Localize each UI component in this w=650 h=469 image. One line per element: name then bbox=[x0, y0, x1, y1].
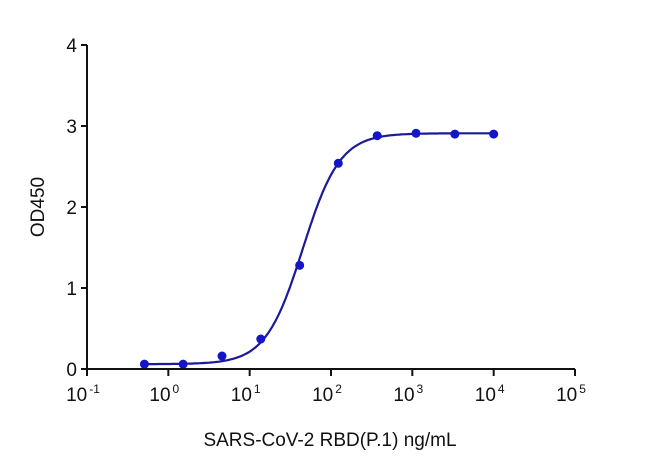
data-point-marker bbox=[411, 128, 421, 138]
x-tick-label: 10 2 bbox=[312, 382, 342, 406]
data-point-marker bbox=[139, 359, 149, 369]
x-axis-title: SARS-CoV-2 RBD(P.1) ng/mL bbox=[203, 430, 456, 451]
data-points bbox=[139, 128, 499, 369]
fit-curve bbox=[144, 132, 494, 366]
x-tick-label: 10 5 bbox=[556, 382, 586, 406]
data-point-marker bbox=[372, 131, 382, 141]
y-axis-title: OD450 bbox=[28, 177, 49, 237]
x-tick-label: 10 0 bbox=[149, 382, 179, 406]
data-point-marker bbox=[450, 129, 460, 139]
data-point-marker bbox=[256, 334, 266, 344]
x-tick-label: 10 1 bbox=[231, 382, 261, 406]
y-tick-label: 3 bbox=[66, 117, 77, 138]
x-tick-label: 10 3 bbox=[393, 382, 423, 406]
data-point-marker bbox=[489, 129, 499, 139]
data-point-marker bbox=[295, 260, 305, 270]
y-tick-label: 2 bbox=[66, 198, 77, 219]
y-tick-label: 1 bbox=[66, 279, 77, 300]
x-tick-label: 10 4 bbox=[475, 382, 505, 406]
data-point-marker bbox=[217, 351, 227, 361]
fit-curve-path bbox=[144, 132, 494, 366]
axes: 0 1 2 3 4 10 -1 10 0 10 1 10 2 10 3 10 4 10 5 bbox=[66, 36, 586, 406]
x-tick-label: 10 -1 bbox=[66, 382, 100, 406]
data-point-marker bbox=[333, 158, 343, 168]
y-tick-label: 4 bbox=[66, 36, 77, 57]
data-point-marker bbox=[178, 359, 188, 369]
y-tick-label: 0 bbox=[66, 360, 77, 381]
